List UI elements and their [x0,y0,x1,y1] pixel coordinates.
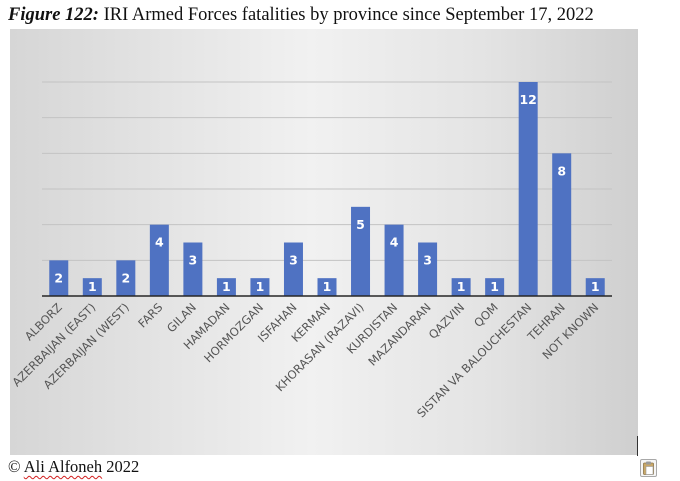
bar [485,278,505,296]
bar-value-label: 3 [423,253,432,268]
bar-value-label: 1 [591,279,600,294]
figure-title: IRI Armed Forces fatalities by province … [103,5,594,25]
bar-value-label: 1 [490,279,499,294]
clipboard-icon[interactable] [640,459,657,477]
bar [250,278,270,296]
bar [216,278,236,296]
copyright-year: 2022 [106,457,140,476]
bar [317,278,337,296]
chart-area: 2 ALBORZ 1 AZERBAIJAN (EAST) 2 AZERBAIJAN (WE… [10,29,638,455]
bar-value-label: 2 [121,270,130,285]
bar [351,206,371,296]
figure-label: Figure 122: [8,5,99,25]
copyright-author: Ali Alfoneh [23,457,103,476]
frame-edge-line [637,436,638,456]
bar [518,82,538,296]
bar-value-label: 1 [256,279,265,294]
bar [82,278,102,296]
bar-value-label: 4 [390,235,399,250]
bar-value-label: 8 [557,163,566,178]
copyright-line: © Ali Alfoneh 2022 [8,457,139,477]
bar-value-label: 3 [289,253,298,268]
bar-value-label: 5 [356,217,365,232]
bar [183,242,203,296]
bar-value-label: 1 [222,279,231,294]
bar [552,153,572,296]
bar-value-label: 1 [457,279,466,294]
bar-value-label: 1 [323,279,332,294]
bar [585,278,605,296]
bar [451,278,471,296]
copyright-symbol: © [8,457,21,476]
bar [384,224,404,296]
x-tick-label: FARS [135,300,165,330]
bar [149,224,169,296]
bar-value-label: 12 [519,92,536,107]
x-tick-label: QOM [471,300,501,330]
bar [116,260,136,296]
bar [418,242,438,296]
bar [49,260,69,296]
figure-caption: Figure 122: IRI Armed Forces fatalities … [8,5,678,26]
x-tick-label: QAZVIN [426,300,467,341]
bar-value-label: 3 [189,253,198,268]
bar-value-label: 2 [54,270,63,285]
bar-value-label: 1 [88,279,97,294]
bar-value-label: 4 [155,235,164,250]
bar [283,242,303,296]
